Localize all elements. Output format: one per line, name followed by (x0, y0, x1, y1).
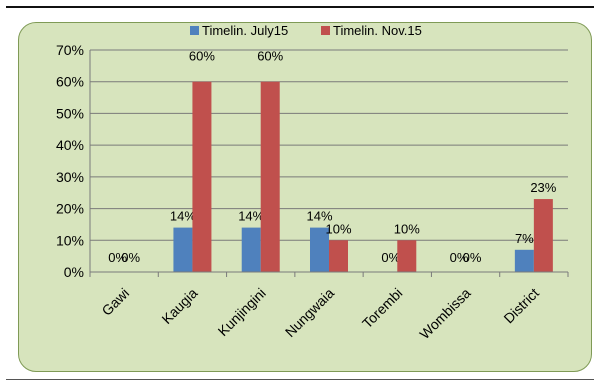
y-tick-label: 70% (56, 42, 84, 58)
legend: Timelin. July15 Timelin. Nov.15 (190, 23, 422, 38)
bar (260, 81, 280, 272)
data-label: 14% (238, 209, 264, 224)
bar (514, 249, 534, 272)
bar (192, 81, 212, 272)
data-label: 60% (257, 49, 283, 64)
bar (310, 227, 329, 272)
bar (173, 227, 193, 272)
top-rule (6, 6, 594, 8)
data-label: 14% (306, 209, 332, 224)
bars: 0%0%14%60%14%60%14%10%0%10%0%0%7%23% (108, 49, 557, 272)
data-label: 10% (394, 221, 420, 236)
y-tick-label: 40% (56, 137, 84, 153)
data-label: 0% (463, 250, 482, 265)
y-tick-label: 30% (56, 169, 84, 185)
data-label: 0% (121, 250, 140, 265)
x-axis: Gawi Kaugia Kunjingini Nungwaia Torembi Wombi… (89, 271, 569, 342)
bar (533, 199, 553, 272)
y-tick-label: 10% (56, 232, 84, 248)
x-tick-label: Nungwaia (282, 285, 337, 340)
y-tick-label: 60% (56, 74, 84, 90)
bar (397, 240, 417, 272)
data-label: 0% (450, 250, 469, 265)
bottom-rule (6, 379, 594, 380)
x-tick-label: District (500, 285, 542, 327)
x-tick-label: Kunjingini (215, 285, 269, 339)
x-tick-label: Torembi (359, 285, 406, 332)
x-tick-label: Wombissa (416, 285, 473, 342)
x-tick-label: Kaugia (158, 285, 200, 327)
bar (329, 240, 348, 272)
x-tick-label: Gawi (98, 285, 132, 319)
data-label: 23% (530, 180, 556, 195)
data-label: 7% (515, 231, 534, 246)
bar (241, 227, 261, 272)
legend-label: Timelin. Nov.15 (333, 23, 422, 38)
data-label: 14% (170, 209, 196, 224)
y-tick-label: 0% (64, 264, 84, 280)
chart-panel (18, 22, 592, 372)
data-label: 0% (108, 250, 127, 265)
y-axis: 0% 10% 20% 30% 40% 50% 60% 70% (56, 42, 91, 280)
legend-swatch (190, 26, 199, 35)
y-tick-label: 50% (56, 105, 84, 121)
y-tick-label: 20% (56, 201, 84, 217)
data-label: 0% (381, 250, 400, 265)
data-label: 60% (189, 49, 215, 64)
data-label: 10% (325, 221, 351, 236)
legend-label: Timelin. July15 (202, 23, 288, 38)
legend-swatch (321, 26, 330, 35)
